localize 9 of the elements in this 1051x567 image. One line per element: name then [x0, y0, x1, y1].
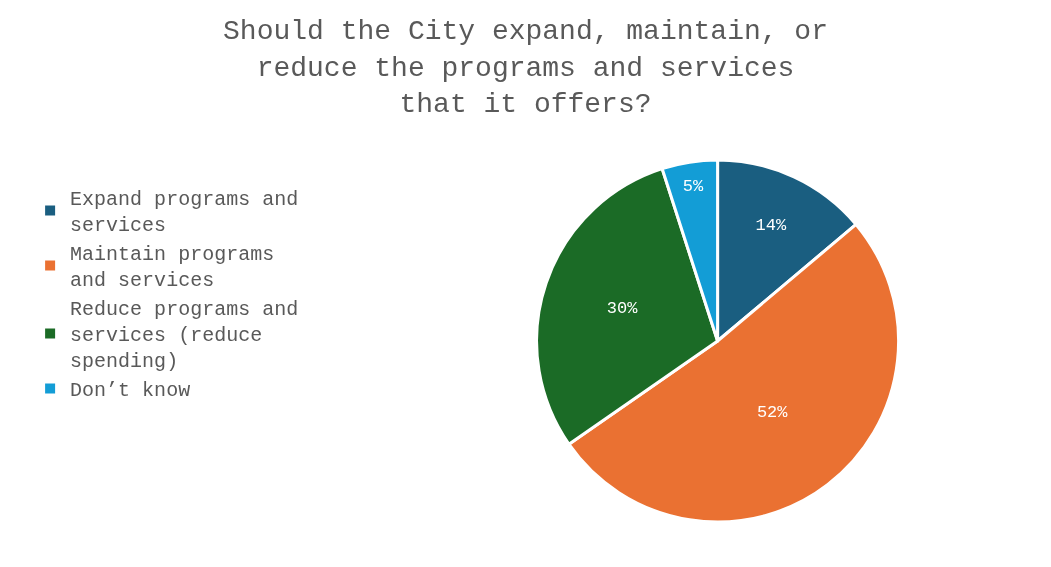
legend-label: Don’t know	[70, 379, 191, 403]
data-label: 52%	[756, 403, 789, 423]
legend-label: Maintain programs and services	[70, 243, 275, 293]
data-label: 5%	[682, 176, 704, 196]
legend-label: Reduce programs and services (reduce spending)	[70, 298, 299, 374]
chart-title: Should the City expand, maintain, or reduce the programs and services that it offers?	[223, 16, 828, 121]
legend-label: Expand programs and services	[70, 188, 299, 238]
data-label: 14%	[755, 216, 787, 236]
data-label: 30%	[606, 299, 639, 319]
